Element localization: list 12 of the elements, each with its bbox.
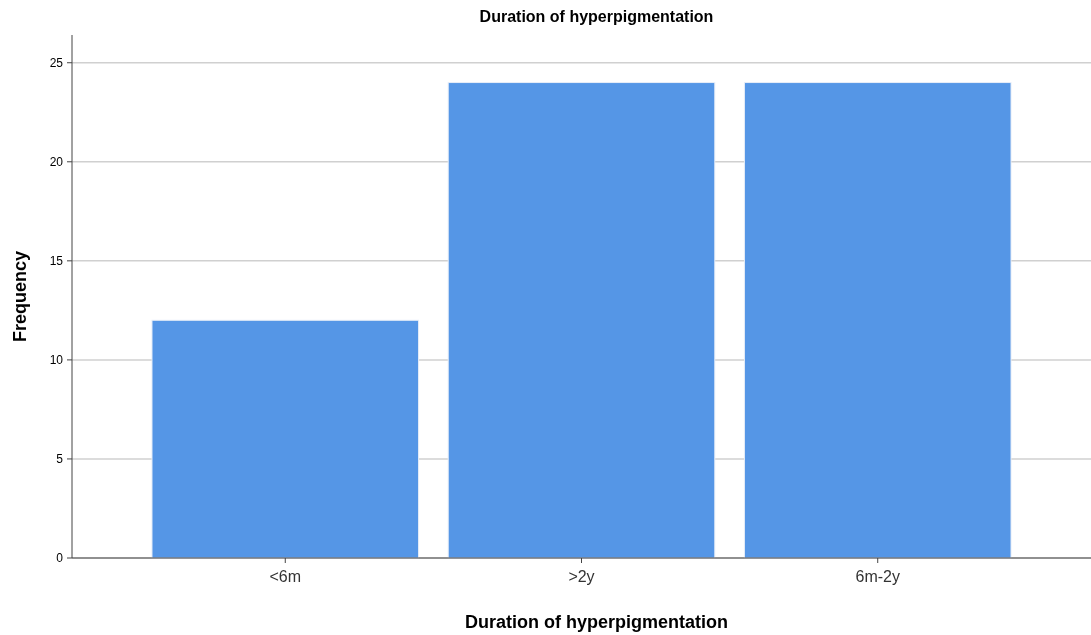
y-tick-label: 20 bbox=[49, 154, 64, 169]
y-axis-title: Frequency bbox=[10, 250, 30, 343]
y-tick-label: 15 bbox=[49, 254, 64, 269]
x-tick-label: 6m-2y bbox=[855, 568, 900, 585]
x-tick-label: >2y bbox=[568, 568, 595, 585]
x-axis-title: Duration of hyperpigmentation bbox=[465, 612, 728, 632]
y-tick-label: 0 bbox=[56, 551, 64, 566]
y-tick-label: 10 bbox=[49, 353, 64, 368]
y-tick-label: 5 bbox=[56, 452, 64, 467]
chart-title: Duration of hyperpigmentation bbox=[479, 8, 714, 25]
x-tick-label: <6m bbox=[269, 568, 302, 585]
y-tick-label: 25 bbox=[49, 55, 64, 70]
